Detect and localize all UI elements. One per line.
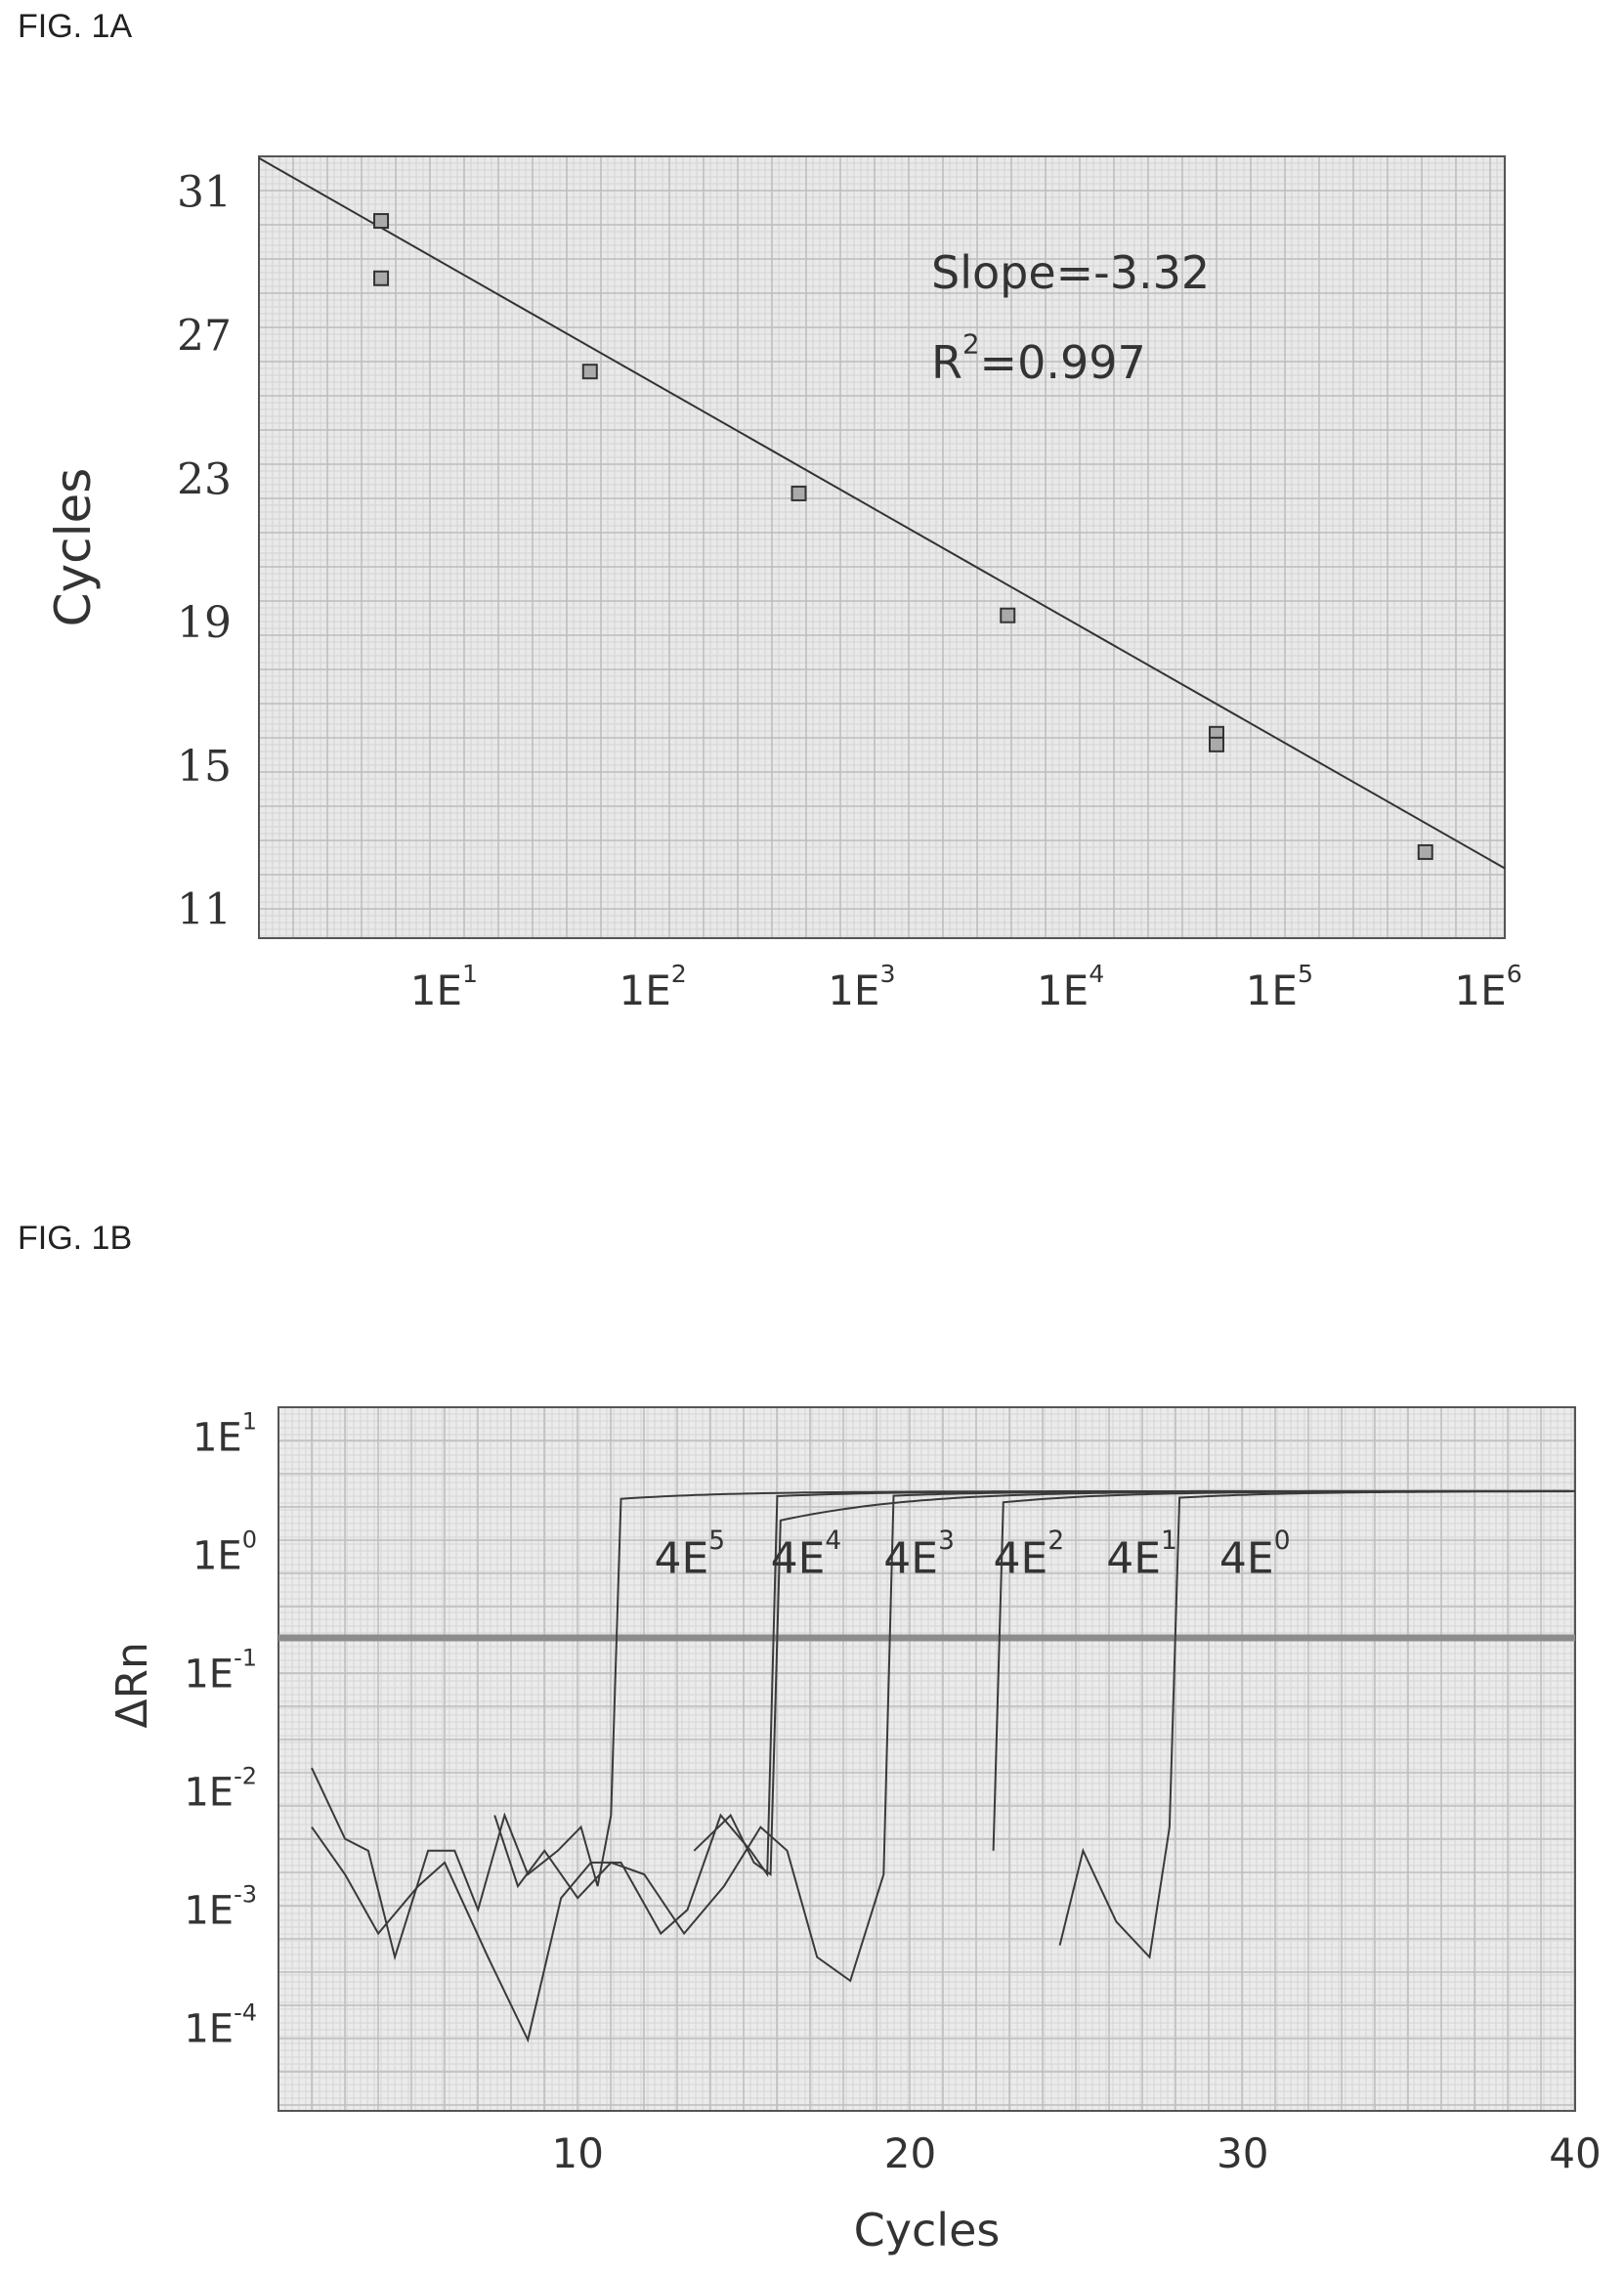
amplification-plot-chart: 1E11E01E-11E-21E-31E-410203040CyclesΔRn4… xyxy=(0,1300,1624,2277)
y-tick-label: 11 xyxy=(177,885,232,935)
data-point xyxy=(792,487,806,500)
data-point xyxy=(1001,609,1014,623)
y-axis-label: ΔRn xyxy=(107,1642,157,1729)
y-tick-label: 1E1 xyxy=(192,1407,257,1460)
y-tick-label: 1E-3 xyxy=(184,1880,257,1933)
x-tick-label: 1E4 xyxy=(1037,960,1104,1014)
data-point xyxy=(1419,845,1432,859)
x-tick-label: 1E2 xyxy=(619,960,686,1014)
slope-annotation: Slope=-3.32 xyxy=(931,246,1210,299)
data-point xyxy=(374,272,388,285)
x-tick-label: 1E6 xyxy=(1454,960,1521,1014)
x-tick-label: 30 xyxy=(1217,2129,1268,2177)
x-tick-label: 1E1 xyxy=(410,960,478,1014)
y-tick-label: 15 xyxy=(177,742,232,792)
standard-curve-chart: 11 15 19 23 27 31 1E1 1E2 1E3 1E4 1E5 1E6 Cycles Slop… xyxy=(0,0,1624,1124)
y-tick-label: 1E0 xyxy=(192,1525,257,1578)
x-tick-label: 1E5 xyxy=(1246,960,1313,1014)
y-tick-label: 27 xyxy=(177,311,232,361)
y-tick-label: 1E-2 xyxy=(184,1762,257,1815)
y-tick-label: 1E-1 xyxy=(184,1644,257,1697)
figure-1b-label: FIG. 1B xyxy=(18,1220,132,1258)
y-axis-label: Cycles xyxy=(45,468,102,627)
x-tick-label: 20 xyxy=(884,2129,936,2177)
y-tick-label: 19 xyxy=(177,598,232,648)
x-tick-label: 1E3 xyxy=(828,960,895,1014)
x-axis-label: Cycles xyxy=(854,2204,1001,2256)
x-tick-label: 10 xyxy=(552,2129,604,2177)
data-point xyxy=(374,214,388,228)
data-point xyxy=(1210,738,1223,752)
data-point xyxy=(583,365,597,378)
y-tick-label: 23 xyxy=(177,454,232,504)
y-tick-label: 31 xyxy=(177,168,232,218)
y-tick-label: 1E-4 xyxy=(184,1998,257,2051)
x-tick-label: 40 xyxy=(1549,2129,1601,2177)
